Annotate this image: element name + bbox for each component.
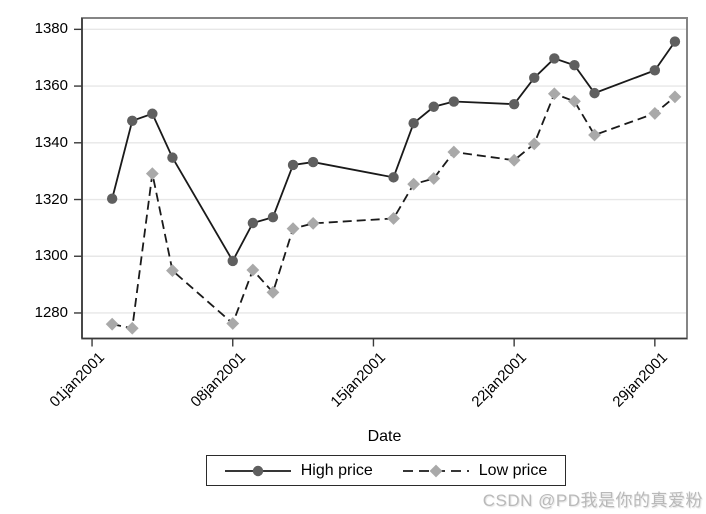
legend-marker-diamond xyxy=(429,464,443,477)
high-price-series xyxy=(106,36,681,267)
y-tick-label: 1300 xyxy=(34,247,68,265)
watermark: CSDN @PD我是你的真爱粉 xyxy=(482,491,703,510)
data-point-circle xyxy=(307,156,319,168)
data-point-circle xyxy=(167,152,178,163)
data-point-diamond xyxy=(166,264,179,277)
data-point-diamond xyxy=(407,177,421,191)
data-point-circle xyxy=(408,117,419,129)
series-line xyxy=(111,41,676,263)
legend-marker-circle xyxy=(252,465,263,476)
legend-entry-high-price: High price xyxy=(224,461,373,480)
data-point-circle xyxy=(669,36,681,47)
data-point-circle xyxy=(247,217,259,229)
low-price-line-swatch xyxy=(402,464,469,477)
data-point-diamond xyxy=(507,153,521,167)
data-point-diamond xyxy=(668,90,682,104)
data-point-diamond xyxy=(527,137,541,151)
y-tick-label: 1280 xyxy=(34,303,68,321)
y-tick-label: 1360 xyxy=(34,77,68,95)
data-point-circle xyxy=(106,193,118,204)
legend-entry-low-price: Low price xyxy=(402,461,548,480)
legend-label-low-price: Low price xyxy=(478,461,548,479)
y-tick-label: 1380 xyxy=(34,20,68,38)
data-point-circle xyxy=(388,172,399,183)
data-point-circle xyxy=(589,87,600,99)
data-point-diamond xyxy=(447,145,461,159)
data-point-diamond xyxy=(306,216,320,230)
data-point-circle xyxy=(147,108,158,119)
data-point-circle xyxy=(127,115,138,126)
data-point-diamond xyxy=(226,317,240,330)
data-point-circle xyxy=(227,255,238,267)
legend: High price Low price xyxy=(206,455,566,486)
data-point-circle xyxy=(508,98,520,110)
legend-label-high-price: High price xyxy=(300,461,373,479)
data-point-diamond xyxy=(547,87,561,101)
x-axis-title: Date xyxy=(367,428,402,445)
data-point-circle xyxy=(267,212,279,223)
data-point-diamond xyxy=(246,263,260,277)
data-point-circle xyxy=(428,101,439,112)
data-point-circle xyxy=(569,60,580,71)
data-point-diamond xyxy=(266,285,280,299)
data-point-diamond xyxy=(105,317,119,331)
data-point-circle xyxy=(649,65,661,76)
data-point-diamond xyxy=(588,128,601,142)
y-tick-label: 1340 xyxy=(34,133,68,151)
data-point-circle xyxy=(448,96,460,107)
data-point-circle xyxy=(287,159,299,171)
data-point-circle xyxy=(529,72,540,84)
data-point-diamond xyxy=(427,172,441,185)
data-point-diamond xyxy=(145,167,159,180)
y-tick-label: 1320 xyxy=(34,190,68,208)
data-point-diamond xyxy=(387,212,400,225)
data-point-circle xyxy=(549,53,560,64)
high-price-line-swatch xyxy=(224,465,291,476)
plot-border xyxy=(81,17,688,340)
data-point-diamond xyxy=(125,321,139,335)
series-line xyxy=(111,92,676,330)
data-point-diamond xyxy=(648,107,662,120)
low-price-series xyxy=(105,87,682,335)
data-point-diamond xyxy=(286,222,300,236)
data-point-diamond xyxy=(568,94,581,108)
